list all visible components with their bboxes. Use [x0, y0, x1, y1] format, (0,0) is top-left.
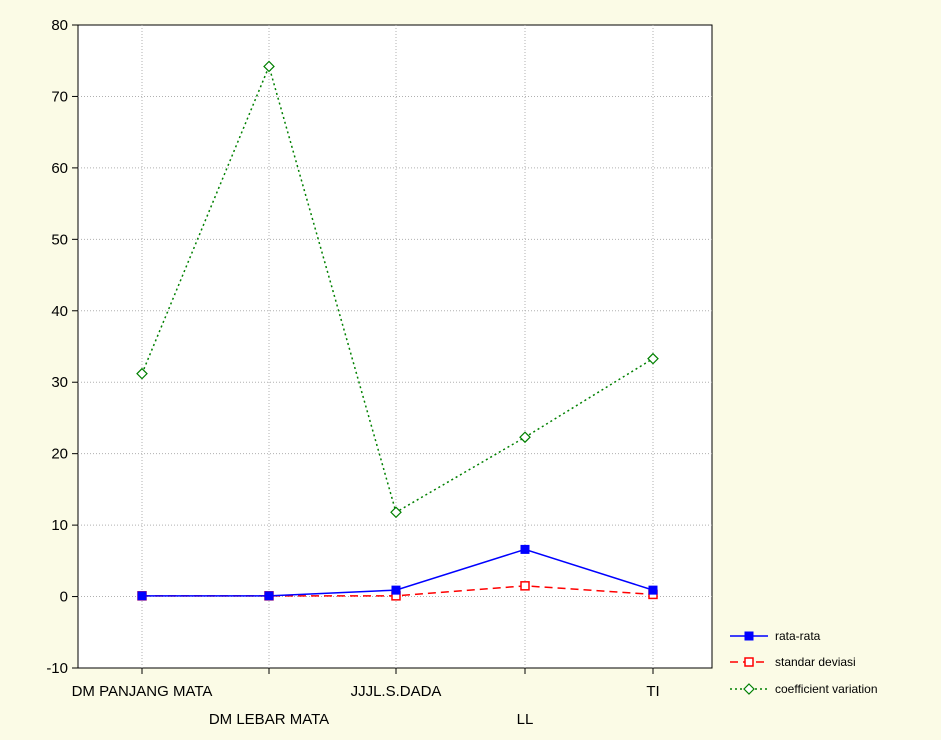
y-tick-label: 40: [51, 303, 68, 320]
y-tick-label: 50: [51, 231, 68, 248]
plot-area: [77, 24, 713, 669]
data-point: [520, 581, 530, 591]
series-rata-rata: [137, 544, 658, 601]
y-tick-label: 70: [51, 88, 68, 105]
data-point: [263, 60, 275, 73]
x-tick-label: JJJL.S.DADA: [351, 683, 442, 700]
y-tick-label: 10: [51, 517, 68, 534]
x-tick-label: DM PANJANG MATA: [72, 683, 213, 700]
y-tick-label: 0: [60, 589, 68, 606]
data-point: [391, 585, 401, 595]
data-point: [744, 631, 754, 641]
data-point: [264, 591, 274, 601]
x-tick-label: DM LEBAR MATA: [209, 711, 329, 728]
data-point: [520, 544, 530, 554]
x-axis: DM PANJANG MATA DM LEBAR MATA JJJL.S.DADA L…: [72, 668, 660, 728]
y-tick-label: 80: [51, 17, 68, 34]
grid-lines: [78, 25, 712, 668]
data-point: [390, 506, 402, 519]
y-axis: -10 0 10 20 30 40 50 60 70 80: [46, 17, 78, 677]
data-point: [519, 431, 531, 444]
data-point: [743, 683, 755, 695]
y-tick-label: 30: [51, 374, 68, 391]
x-tick-label: LL: [517, 711, 534, 728]
y-tick-label: 20: [51, 446, 68, 463]
data-point: [137, 591, 147, 601]
data-point: [648, 585, 658, 595]
legend-label: coefficient variation: [775, 682, 878, 696]
x-tick-label: TI: [646, 683, 659, 700]
series-coefficient-variation: [136, 60, 659, 519]
legend: rata-rata standar deviasi coefficient vari…: [730, 629, 878, 696]
y-tick-label: 60: [51, 160, 68, 177]
legend-label: rata-rata: [775, 629, 821, 643]
data-point: [647, 352, 659, 365]
y-tick-label: -10: [46, 660, 68, 677]
data-point: [744, 657, 754, 667]
data-point: [136, 367, 148, 380]
series-group: [136, 60, 659, 601]
legend-label: standar deviasi: [775, 655, 856, 669]
